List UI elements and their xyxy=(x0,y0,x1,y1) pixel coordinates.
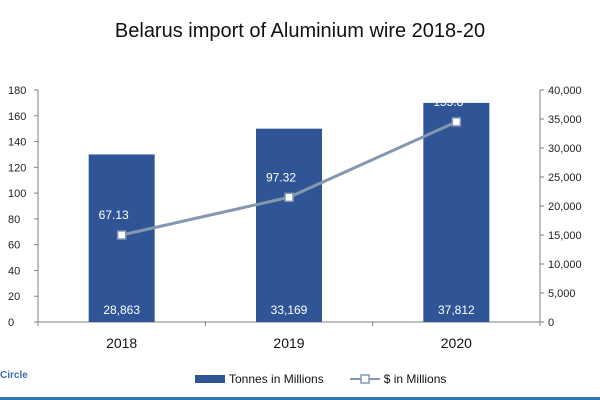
y-left-tick-label: 160 xyxy=(8,111,26,123)
bar xyxy=(256,128,322,322)
bar xyxy=(423,102,490,322)
brand-logo: Circle xyxy=(0,370,28,381)
y-right-tick-label: 5,000 xyxy=(548,288,576,300)
y-right-tick-label: 30,000 xyxy=(548,143,582,155)
x-tick-label: 2019 xyxy=(273,335,304,351)
legend-swatch-bar xyxy=(195,375,225,383)
y-right-tick-label: 20,000 xyxy=(548,201,582,213)
y-right-tick-label: 25,000 xyxy=(548,172,582,184)
bottom-border xyxy=(0,397,600,400)
y-right-tick-label: 40,000 xyxy=(548,85,582,97)
y-right-tick-label: 0 xyxy=(548,317,554,329)
x-tick-label: 2018 xyxy=(106,335,137,351)
line-data-label: 155.8 xyxy=(433,95,463,109)
line-marker xyxy=(451,117,462,127)
bar-data-label: 33,169 xyxy=(271,303,308,317)
legend-item-bar: Tonnes in Millions xyxy=(195,372,324,386)
bar-data-label: 37,812 xyxy=(438,303,475,317)
y-right-tick-label: 15,000 xyxy=(548,230,582,242)
y-left-tick-label: 80 xyxy=(8,214,20,226)
y-left-tick-label: 60 xyxy=(8,240,20,252)
y-left-tick-label: 40 xyxy=(8,265,20,277)
y-left-tick-label: 140 xyxy=(8,137,26,149)
bar-data-label: 28,863 xyxy=(103,303,140,317)
y-left-tick-label: 0 xyxy=(8,317,14,329)
line-marker xyxy=(284,192,294,203)
legend-item-line: $ in Millions xyxy=(349,372,447,386)
chart-title: Belarus import of Aluminium wire 2018-20 xyxy=(114,20,486,42)
y-right-tick-label: 35,000 xyxy=(548,114,582,126)
line-data-label: 97.32 xyxy=(266,170,296,184)
y-right-tick-label: 10,000 xyxy=(548,259,582,271)
legend-swatch-line xyxy=(349,374,380,384)
y-left-tick-label: 20 xyxy=(8,291,20,303)
legend: Tonnes in Millions $ in Millions xyxy=(195,372,472,386)
line-data-label: 67.13 xyxy=(99,208,129,222)
y-left-tick-label: 180 xyxy=(8,85,26,97)
y-left-tick-label: 120 xyxy=(8,162,26,174)
line-marker xyxy=(116,230,127,240)
legend-label-bar: Tonnes in Millions xyxy=(229,372,324,386)
x-tick-label: 2020 xyxy=(441,335,472,351)
y-left-tick-label: 100 xyxy=(8,188,26,200)
legend-label-line: $ in Millions xyxy=(383,372,447,386)
